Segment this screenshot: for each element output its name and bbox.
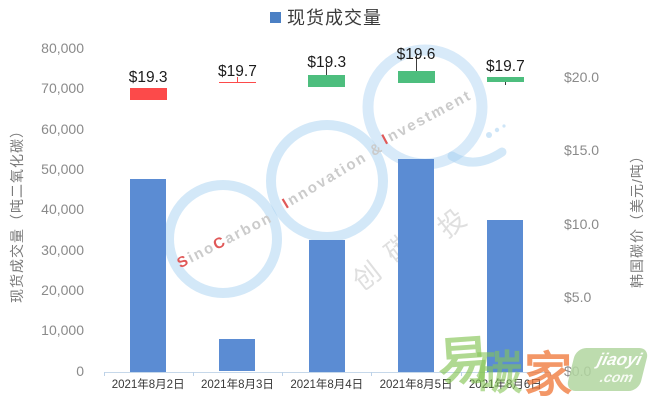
logo-ring-1	[164, 180, 282, 298]
legend-label: 现货成交量	[287, 8, 382, 28]
candle-box	[486, 76, 524, 82]
price-label: $19.3	[128, 68, 168, 86]
right-axis-tick-label: $10.0	[564, 215, 600, 232]
candle-box	[218, 81, 256, 84]
right-axis-tick-label: $20.0	[564, 68, 600, 85]
left-axis-tick-label: 20,000	[41, 281, 84, 298]
price-label: $19.6	[396, 46, 436, 64]
left-axis-tick-label: 30,000	[41, 241, 84, 258]
price-label: $19.3	[307, 54, 347, 72]
volume-bar	[130, 179, 167, 372]
legend: 现货成交量	[0, 4, 652, 30]
logo-char-jia: 家	[524, 349, 573, 402]
volume-bar	[308, 240, 345, 372]
right-axis-tick-label: $15.0	[564, 142, 600, 158]
left-axis-tick-label: 50,000	[41, 160, 84, 177]
volume-bar	[487, 219, 524, 372]
x-axis-label: 2021年8月3日	[201, 379, 274, 391]
left-axis-tick-label: 70,000	[41, 80, 84, 97]
logo-domain-line1: jiaoyi	[595, 350, 644, 369]
logo-domain-line2: .com	[598, 369, 636, 385]
volume-bar	[398, 159, 435, 372]
x-axis-line	[103, 372, 550, 373]
price-label: $19.7	[485, 57, 525, 75]
logo-dot	[502, 124, 506, 128]
candle-box	[129, 87, 167, 101]
left-axis-tick-label: 10,000	[41, 322, 84, 339]
x-axis-tick-mark	[192, 372, 194, 376]
logo-ring-2	[266, 120, 388, 242]
candle-box	[397, 70, 435, 83]
logo-dot	[486, 132, 492, 138]
x-axis-tick-mark	[460, 372, 462, 376]
x-axis-tick-mark	[371, 372, 373, 376]
candle-wick	[415, 55, 417, 83]
legend-swatch	[270, 11, 281, 23]
logo-char-tan: 碳	[476, 347, 522, 399]
x-axis-label: 2021年8月4日	[290, 379, 364, 391]
x-axis-tick-mark	[550, 372, 551, 376]
price-label: $19.7	[218, 62, 257, 80]
candle-wick	[236, 77, 238, 83]
x-axis-label: 2021年8月6日	[468, 379, 542, 391]
left-axis-tick-label: 60,000	[41, 120, 84, 137]
x-axis-tick-mark	[282, 372, 284, 376]
left-axis-tick-label: 80,000	[41, 40, 84, 56]
logo-dot	[494, 127, 500, 133]
x-axis-label: 2021年8月5日	[379, 379, 453, 391]
logo-tail	[447, 147, 507, 167]
yitanjia-logo-watermark: 易 碳 家 jiaoyi .com	[436, 328, 652, 407]
logo-domain-badge: jiaoyi .com	[565, 348, 650, 391]
right-axis-tick-label: $5.0	[564, 289, 592, 305]
left-axis-tick-label: 0	[76, 362, 84, 379]
left-axis-tick-label: 40,000	[41, 201, 84, 218]
candle-box	[308, 75, 346, 87]
volume-bar	[219, 339, 256, 372]
x-axis-tick-mark	[103, 372, 105, 376]
x-axis-label: 2021年8月2日	[111, 379, 185, 391]
